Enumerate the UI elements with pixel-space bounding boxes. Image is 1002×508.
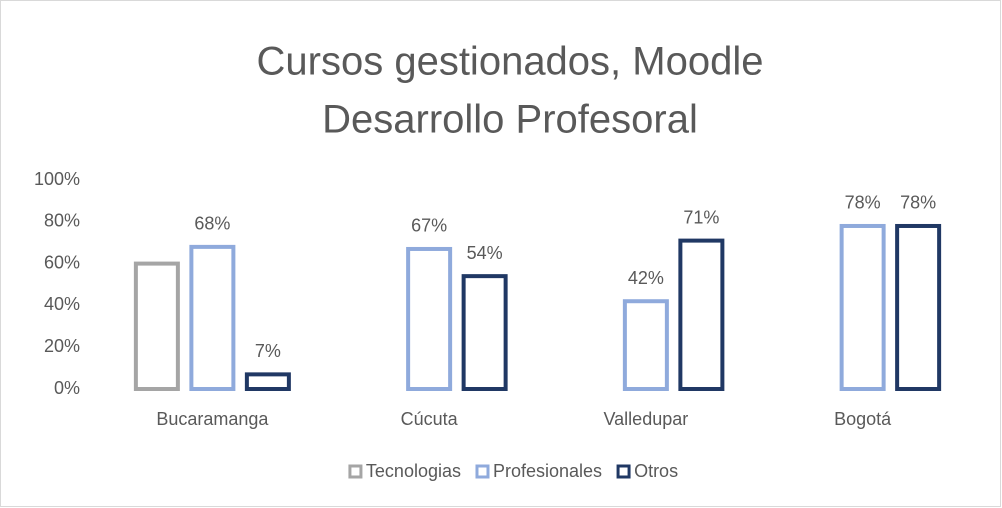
x-tick-label: Bucaramanga <box>156 409 269 429</box>
y-tick-label: 20% <box>44 336 80 356</box>
y-tick-label: 100% <box>34 169 80 189</box>
legend-marker <box>348 464 363 479</box>
chart-title: Desarrollo Profesoral <box>322 98 698 142</box>
x-tick-label: Cúcuta <box>401 409 459 429</box>
bar <box>839 223 886 391</box>
data-label: 67% <box>411 216 447 236</box>
data-label: 7% <box>255 341 281 361</box>
bar <box>406 246 453 391</box>
legend-marker <box>616 464 631 479</box>
legend-label: Tecnologias <box>366 461 461 481</box>
bar <box>895 223 942 391</box>
legend-label: Profesionales <box>493 461 602 481</box>
bar <box>622 299 669 391</box>
data-label: 42% <box>628 268 664 288</box>
data-label: 78% <box>845 193 881 213</box>
data-label: 68% <box>194 214 230 234</box>
bar <box>461 274 508 392</box>
bar <box>678 238 725 391</box>
bar <box>244 372 291 391</box>
bar <box>133 261 180 392</box>
legend-marker <box>475 464 490 479</box>
data-label: 71% <box>683 207 719 227</box>
y-tick-label: 40% <box>44 294 80 314</box>
x-tick-label: Bogotá <box>834 409 892 429</box>
x-tick-label: Valledupar <box>604 409 689 429</box>
y-tick-label: 0% <box>54 378 80 398</box>
y-tick-label: 60% <box>44 252 80 272</box>
legend-label: Otros <box>634 461 678 481</box>
data-label: 54% <box>467 243 503 263</box>
chart-title: Cursos gestionados, Moodle <box>257 40 764 84</box>
y-tick-label: 80% <box>44 211 80 231</box>
bar <box>189 244 236 391</box>
data-label: 78% <box>900 193 936 213</box>
